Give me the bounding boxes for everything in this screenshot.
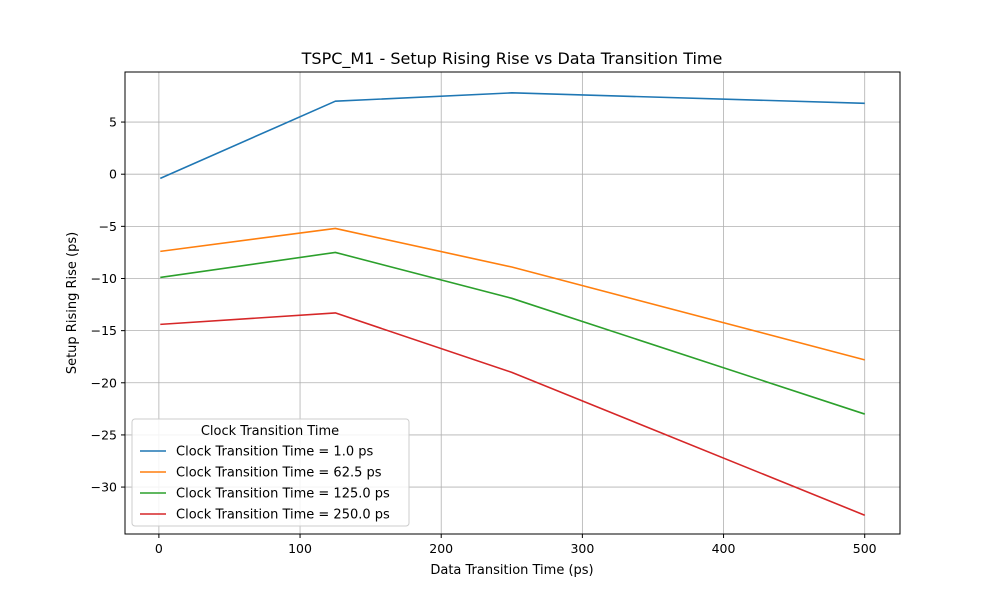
x-axis-ticks: 0 100 200 300 400 500 xyxy=(155,534,877,556)
series-line-0 xyxy=(159,92,865,180)
legend-title: Clock Transition Time xyxy=(201,424,339,439)
series-line-3 xyxy=(160,312,866,516)
x-tick-label: 200 xyxy=(429,541,453,556)
grid-lines xyxy=(125,72,900,534)
legend-label: Clock Transition Time = 250.0 ps xyxy=(176,508,390,523)
legend-label: Clock Transition Time = 62.5 ps xyxy=(176,466,382,481)
chart-title: TSPC_M1 - Setup Rising Rise vs Data Tran… xyxy=(301,49,723,69)
y-tick-label: −25 xyxy=(91,427,117,442)
legend: Clock Transition Time Clock Transition T… xyxy=(131,418,410,527)
y-tick-label: −10 xyxy=(91,271,117,286)
y-axis-label: Setup Rising Rise (ps) xyxy=(65,232,80,374)
x-axis-label: Data Transition Time (ps) xyxy=(430,563,593,578)
y-tick-label: 5 xyxy=(109,115,117,130)
plot-frame xyxy=(124,71,901,535)
y-tick-label: −5 xyxy=(99,219,117,234)
y-tick-label: −20 xyxy=(91,375,117,390)
x-tick-label: 500 xyxy=(853,541,877,556)
y-tick-label: −15 xyxy=(91,323,117,338)
legend-box xyxy=(131,418,410,527)
x-tick-label: 300 xyxy=(570,541,594,556)
x-tick-label: 100 xyxy=(288,541,312,556)
series-line-1 xyxy=(160,227,865,361)
legend-label: Clock Transition Time = 1.0 ps xyxy=(176,445,373,460)
y-tick-label: 0 xyxy=(109,167,117,182)
series-lines xyxy=(159,92,866,516)
x-tick-label: 0 xyxy=(155,541,163,556)
series-line-2 xyxy=(160,251,865,415)
legend-items: Clock Transition Time = 1.0 ps Clock Tran… xyxy=(140,445,390,523)
y-tick-label: −30 xyxy=(91,480,117,495)
legend-label: Clock Transition Time = 125.0 ps xyxy=(176,487,390,502)
y-axis-ticks: 5 0 −5 −10 −15 −20 −25 −30 xyxy=(91,115,125,495)
x-tick-label: 400 xyxy=(712,541,736,556)
